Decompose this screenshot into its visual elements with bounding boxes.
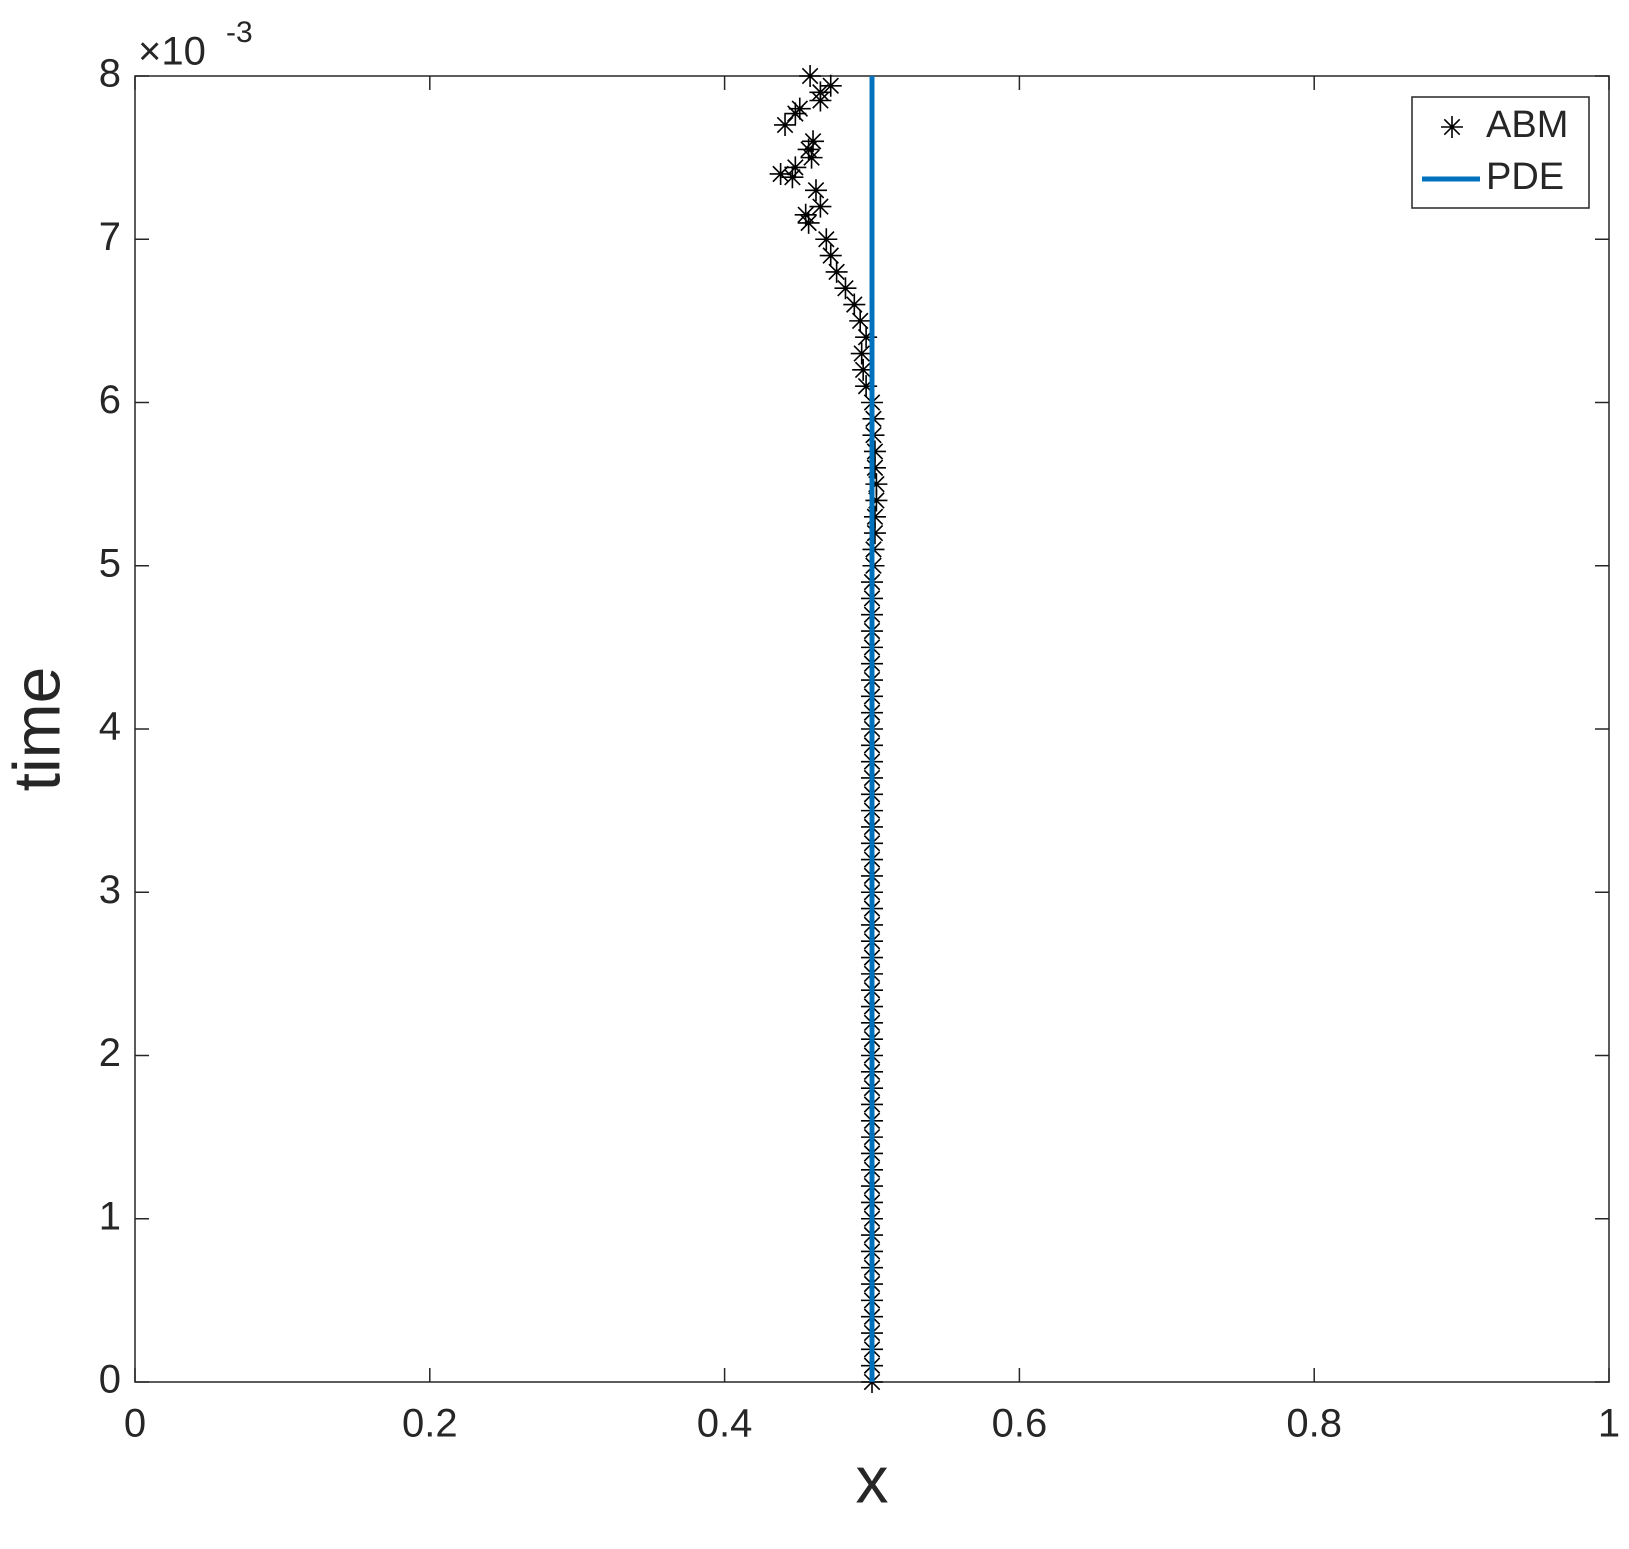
abm-point: [865, 473, 888, 496]
abm-point: [781, 166, 804, 189]
y-tick-label: 6: [99, 378, 121, 422]
y-tick-label: 7: [99, 215, 121, 259]
y-exponent: -3: [226, 16, 253, 49]
abm-point: [809, 195, 832, 218]
x-tick-label: 1: [1598, 1402, 1620, 1446]
abm-point: [804, 179, 827, 202]
abm-point: [855, 326, 878, 349]
y-tick-label: 4: [99, 705, 121, 749]
abm-point: [863, 522, 886, 545]
abm-point: [819, 244, 842, 267]
abm-point: [852, 358, 875, 381]
y-tick-label: 2: [99, 1031, 121, 1075]
legend-box: [1411, 96, 1590, 209]
abm-point: [863, 505, 886, 528]
y-tick-label: 8: [99, 52, 121, 96]
abm-point: [799, 65, 822, 87]
abm-point: [794, 203, 817, 226]
y-tick-label: 1: [99, 1194, 121, 1238]
abm-point: [797, 211, 820, 234]
x-tick-label: 0.6: [992, 1402, 1048, 1446]
y-axis-label: time: [0, 667, 73, 792]
legend-label: PDE: [1486, 156, 1564, 198]
x-axis-label: x: [856, 1442, 889, 1516]
abm-point: [865, 489, 888, 512]
abm-point: [843, 293, 866, 316]
abm-point: [769, 162, 792, 185]
y-tick-label: 5: [99, 541, 121, 585]
abm-point: [774, 113, 797, 136]
abm-point: [797, 138, 820, 161]
abm-point: [825, 260, 848, 283]
abm-point: [834, 277, 857, 300]
x-tick-label: 0.8: [1286, 1402, 1342, 1446]
abm-point: [850, 342, 873, 365]
abm-point: [849, 309, 872, 332]
abm-point: [809, 81, 832, 104]
abm-point: [802, 130, 825, 153]
legend-label: ABM: [1486, 104, 1568, 146]
abm-point: [863, 440, 886, 463]
x-tick-label: 0.4: [697, 1402, 753, 1446]
x-tick-label: 0: [124, 1402, 146, 1446]
legend-marker: [1441, 116, 1463, 138]
y-exponent-base: ×10: [138, 30, 206, 74]
abm-point: [784, 156, 807, 179]
x-tick-label: 0.2: [402, 1402, 458, 1446]
abm-point: [815, 228, 838, 251]
y-tick-label: 3: [99, 868, 121, 912]
abm-point: [855, 375, 878, 398]
abm-point: [788, 97, 811, 120]
abm-point: [863, 456, 886, 479]
y-tick-label: 0: [99, 1358, 121, 1402]
abm-point: [800, 146, 823, 169]
abm-point: [819, 74, 842, 97]
